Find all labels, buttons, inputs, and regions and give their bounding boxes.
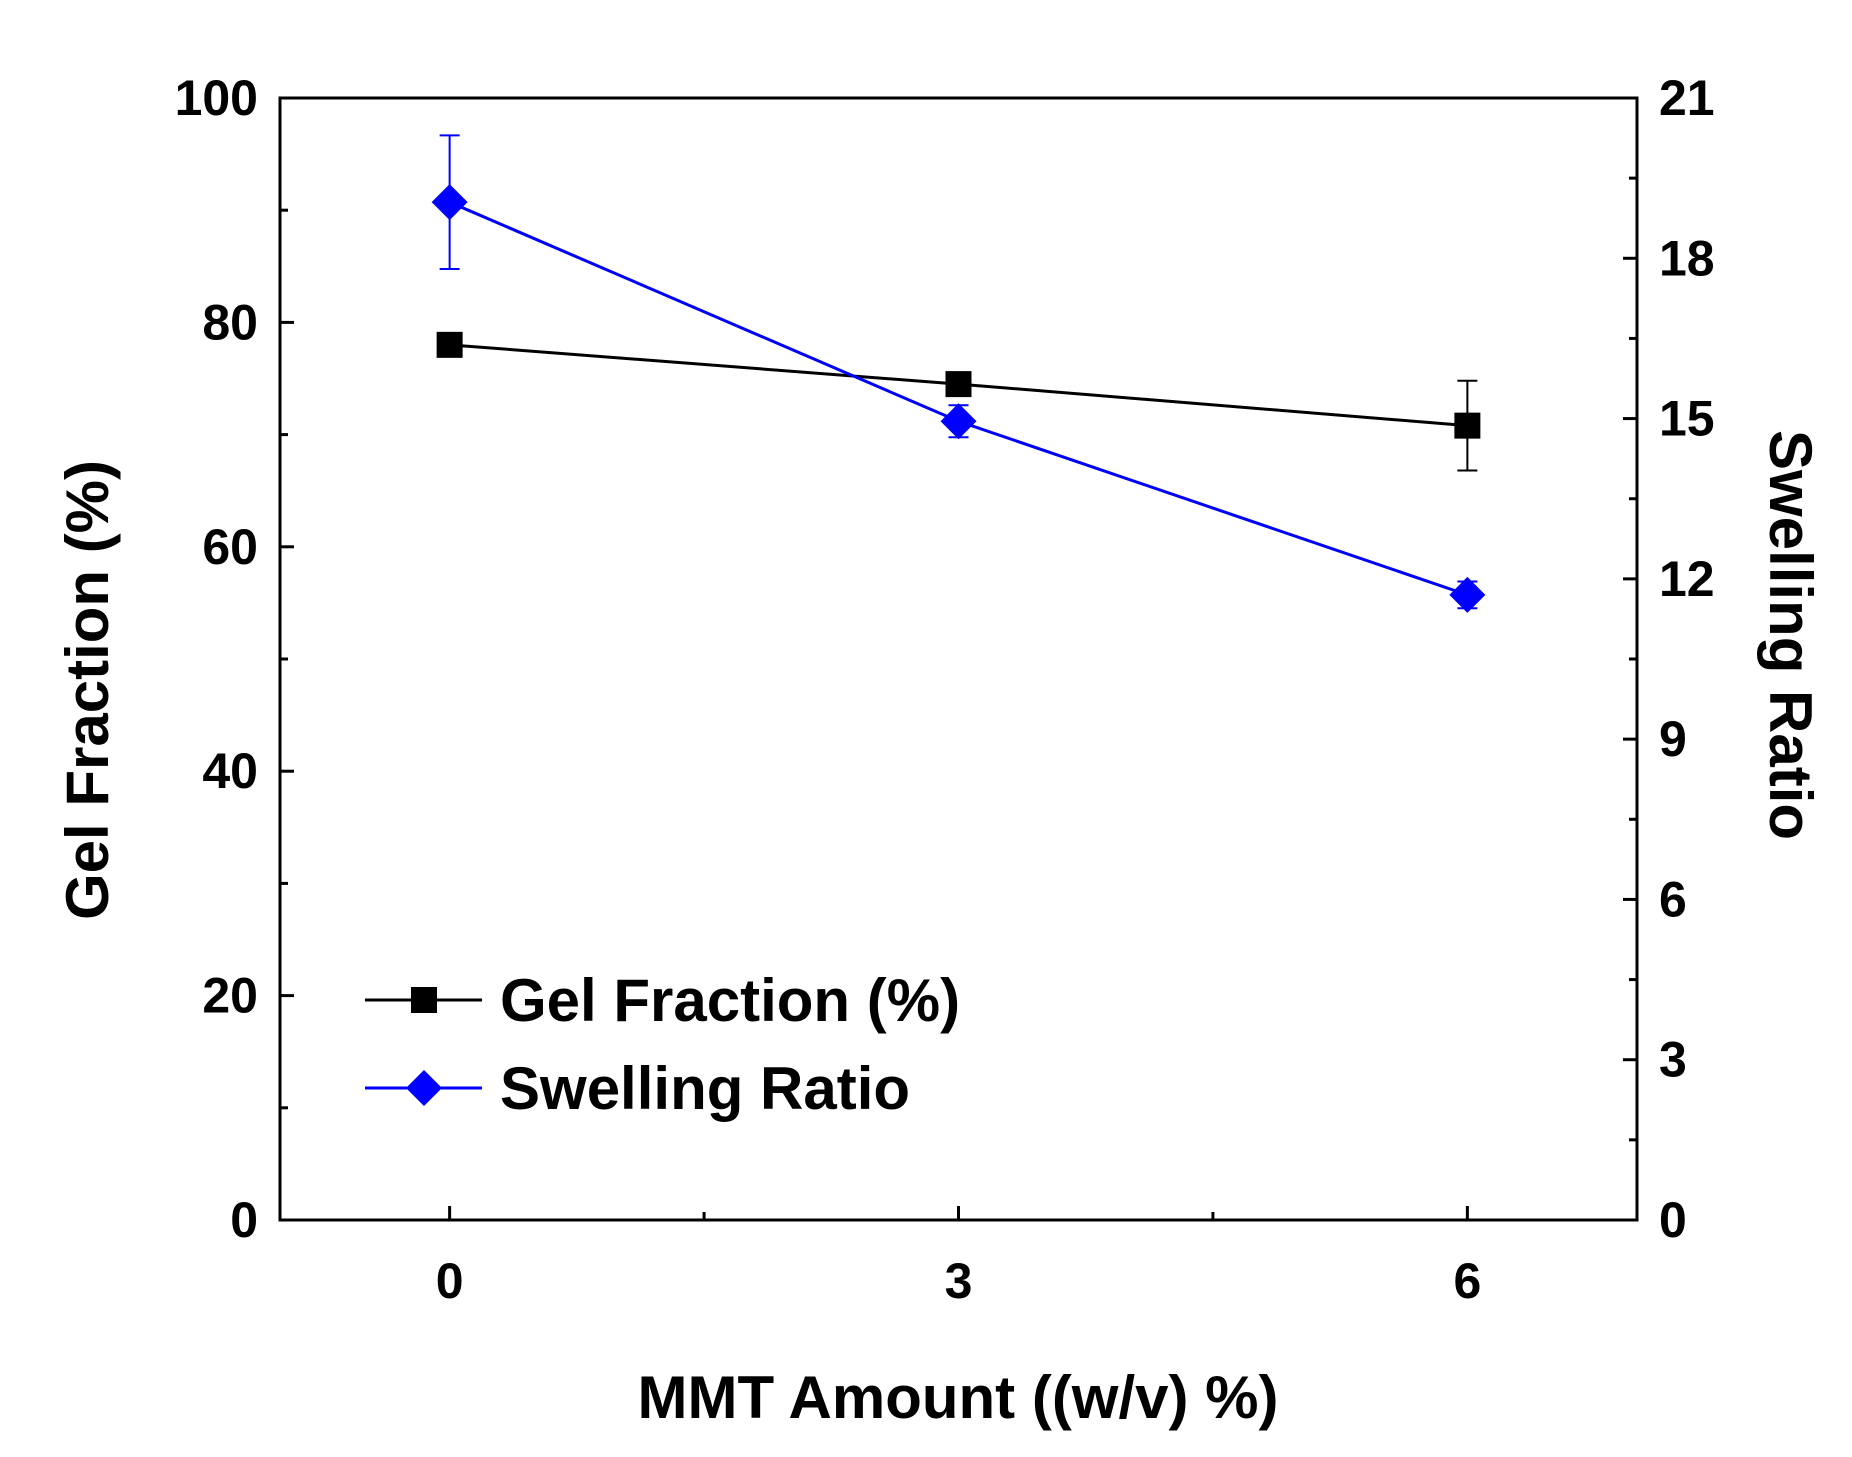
y-tick-label: 100	[175, 70, 258, 126]
y2-tick-label: 12	[1659, 551, 1715, 607]
legend-item-swelling-ratio: Swelling Ratio	[365, 1055, 910, 1122]
y-tick-label: 60	[202, 519, 258, 575]
data-point-diamond	[940, 403, 977, 440]
y-axis-right-ticks: 0 3 6 9 12 15 18 21	[1623, 70, 1715, 1248]
legend-label-swelling-ratio: Swelling Ratio	[500, 1055, 910, 1122]
y2-tick-label: 6	[1659, 871, 1687, 927]
legend: Gel Fraction (%) Swelling Ratio	[365, 967, 960, 1122]
series-line	[449, 200, 1468, 597]
plot-frame	[278, 96, 1639, 1222]
legend-square-marker	[411, 987, 437, 1013]
y-tick-label: 80	[202, 294, 258, 350]
y-tick-label: 20	[202, 968, 258, 1024]
legend-item-gel-fraction: Gel Fraction (%)	[365, 967, 960, 1034]
y-axis-right-title: Swelling Ratio	[1757, 430, 1824, 840]
y2-tick-label: 21	[1659, 70, 1715, 126]
legend-diamond-marker	[406, 1070, 442, 1106]
x-axis-ticks: 0 3 6	[436, 1206, 1481, 1309]
data-point-square	[945, 371, 972, 398]
x-tick-label: 0	[436, 1253, 464, 1309]
series-layer	[431, 134, 1486, 613]
y-tick-label: 0	[230, 1192, 258, 1248]
y2-tick-label: 0	[1659, 1192, 1687, 1248]
y-axis-left-ticks: 0 20 40 60 80 100	[175, 70, 294, 1248]
y2-tick-label: 3	[1659, 1032, 1687, 1088]
series-swelling-ratio	[431, 134, 1486, 613]
legend-label-gel-fraction: Gel Fraction (%)	[500, 967, 960, 1034]
y2-tick-label: 9	[1659, 711, 1687, 767]
x-axis-title: MMT Amount ((w/v) %)	[638, 1364, 1279, 1431]
y-tick-label: 40	[202, 743, 258, 799]
data-point-diamond	[431, 184, 468, 221]
y-axis-left-title: Gel Fraction (%)	[54, 460, 121, 920]
data-point-diamond	[1449, 576, 1486, 613]
series-gel-fraction	[436, 331, 1481, 472]
y2-tick-label: 15	[1659, 391, 1715, 447]
y2-tick-label: 18	[1659, 230, 1715, 286]
data-point-square	[436, 331, 463, 358]
x-tick-label: 3	[945, 1253, 973, 1309]
data-point-square	[1454, 412, 1481, 439]
x-tick-label: 6	[1453, 1253, 1481, 1309]
